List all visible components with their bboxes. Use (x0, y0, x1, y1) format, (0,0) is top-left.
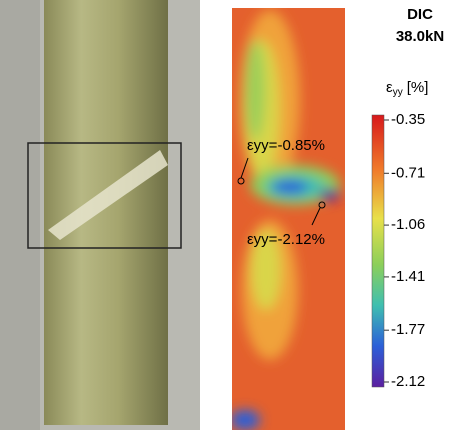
tick-label: -2.12 (391, 373, 425, 390)
specimen-photo (0, 0, 200, 430)
tick-label: -1.41 (391, 268, 425, 285)
tick-label: -0.71 (391, 164, 425, 181)
colorbar-title: εyy [%] (386, 79, 428, 98)
dic-contour: εyy=-0.85% εyy=-2.12% (232, 8, 345, 430)
colorbar (371, 114, 385, 388)
colorbar-ticks: -0.35 -0.71 -1.06 -1.41 -1.77 -2.12 (384, 111, 425, 390)
tick-label: -1.77 (391, 321, 425, 338)
method-label: DIC (407, 6, 433, 23)
annotation: εyy=-0.85% (247, 137, 325, 154)
load-label: 38.0kN (396, 28, 444, 45)
unit: [%] (407, 79, 429, 96)
annotation: εyy=-2.12% (247, 231, 325, 248)
tick-label: -1.06 (391, 216, 425, 233)
tick-label: -0.35 (391, 111, 425, 128)
symbol: ε (386, 79, 393, 96)
subscript: yy (393, 87, 403, 98)
